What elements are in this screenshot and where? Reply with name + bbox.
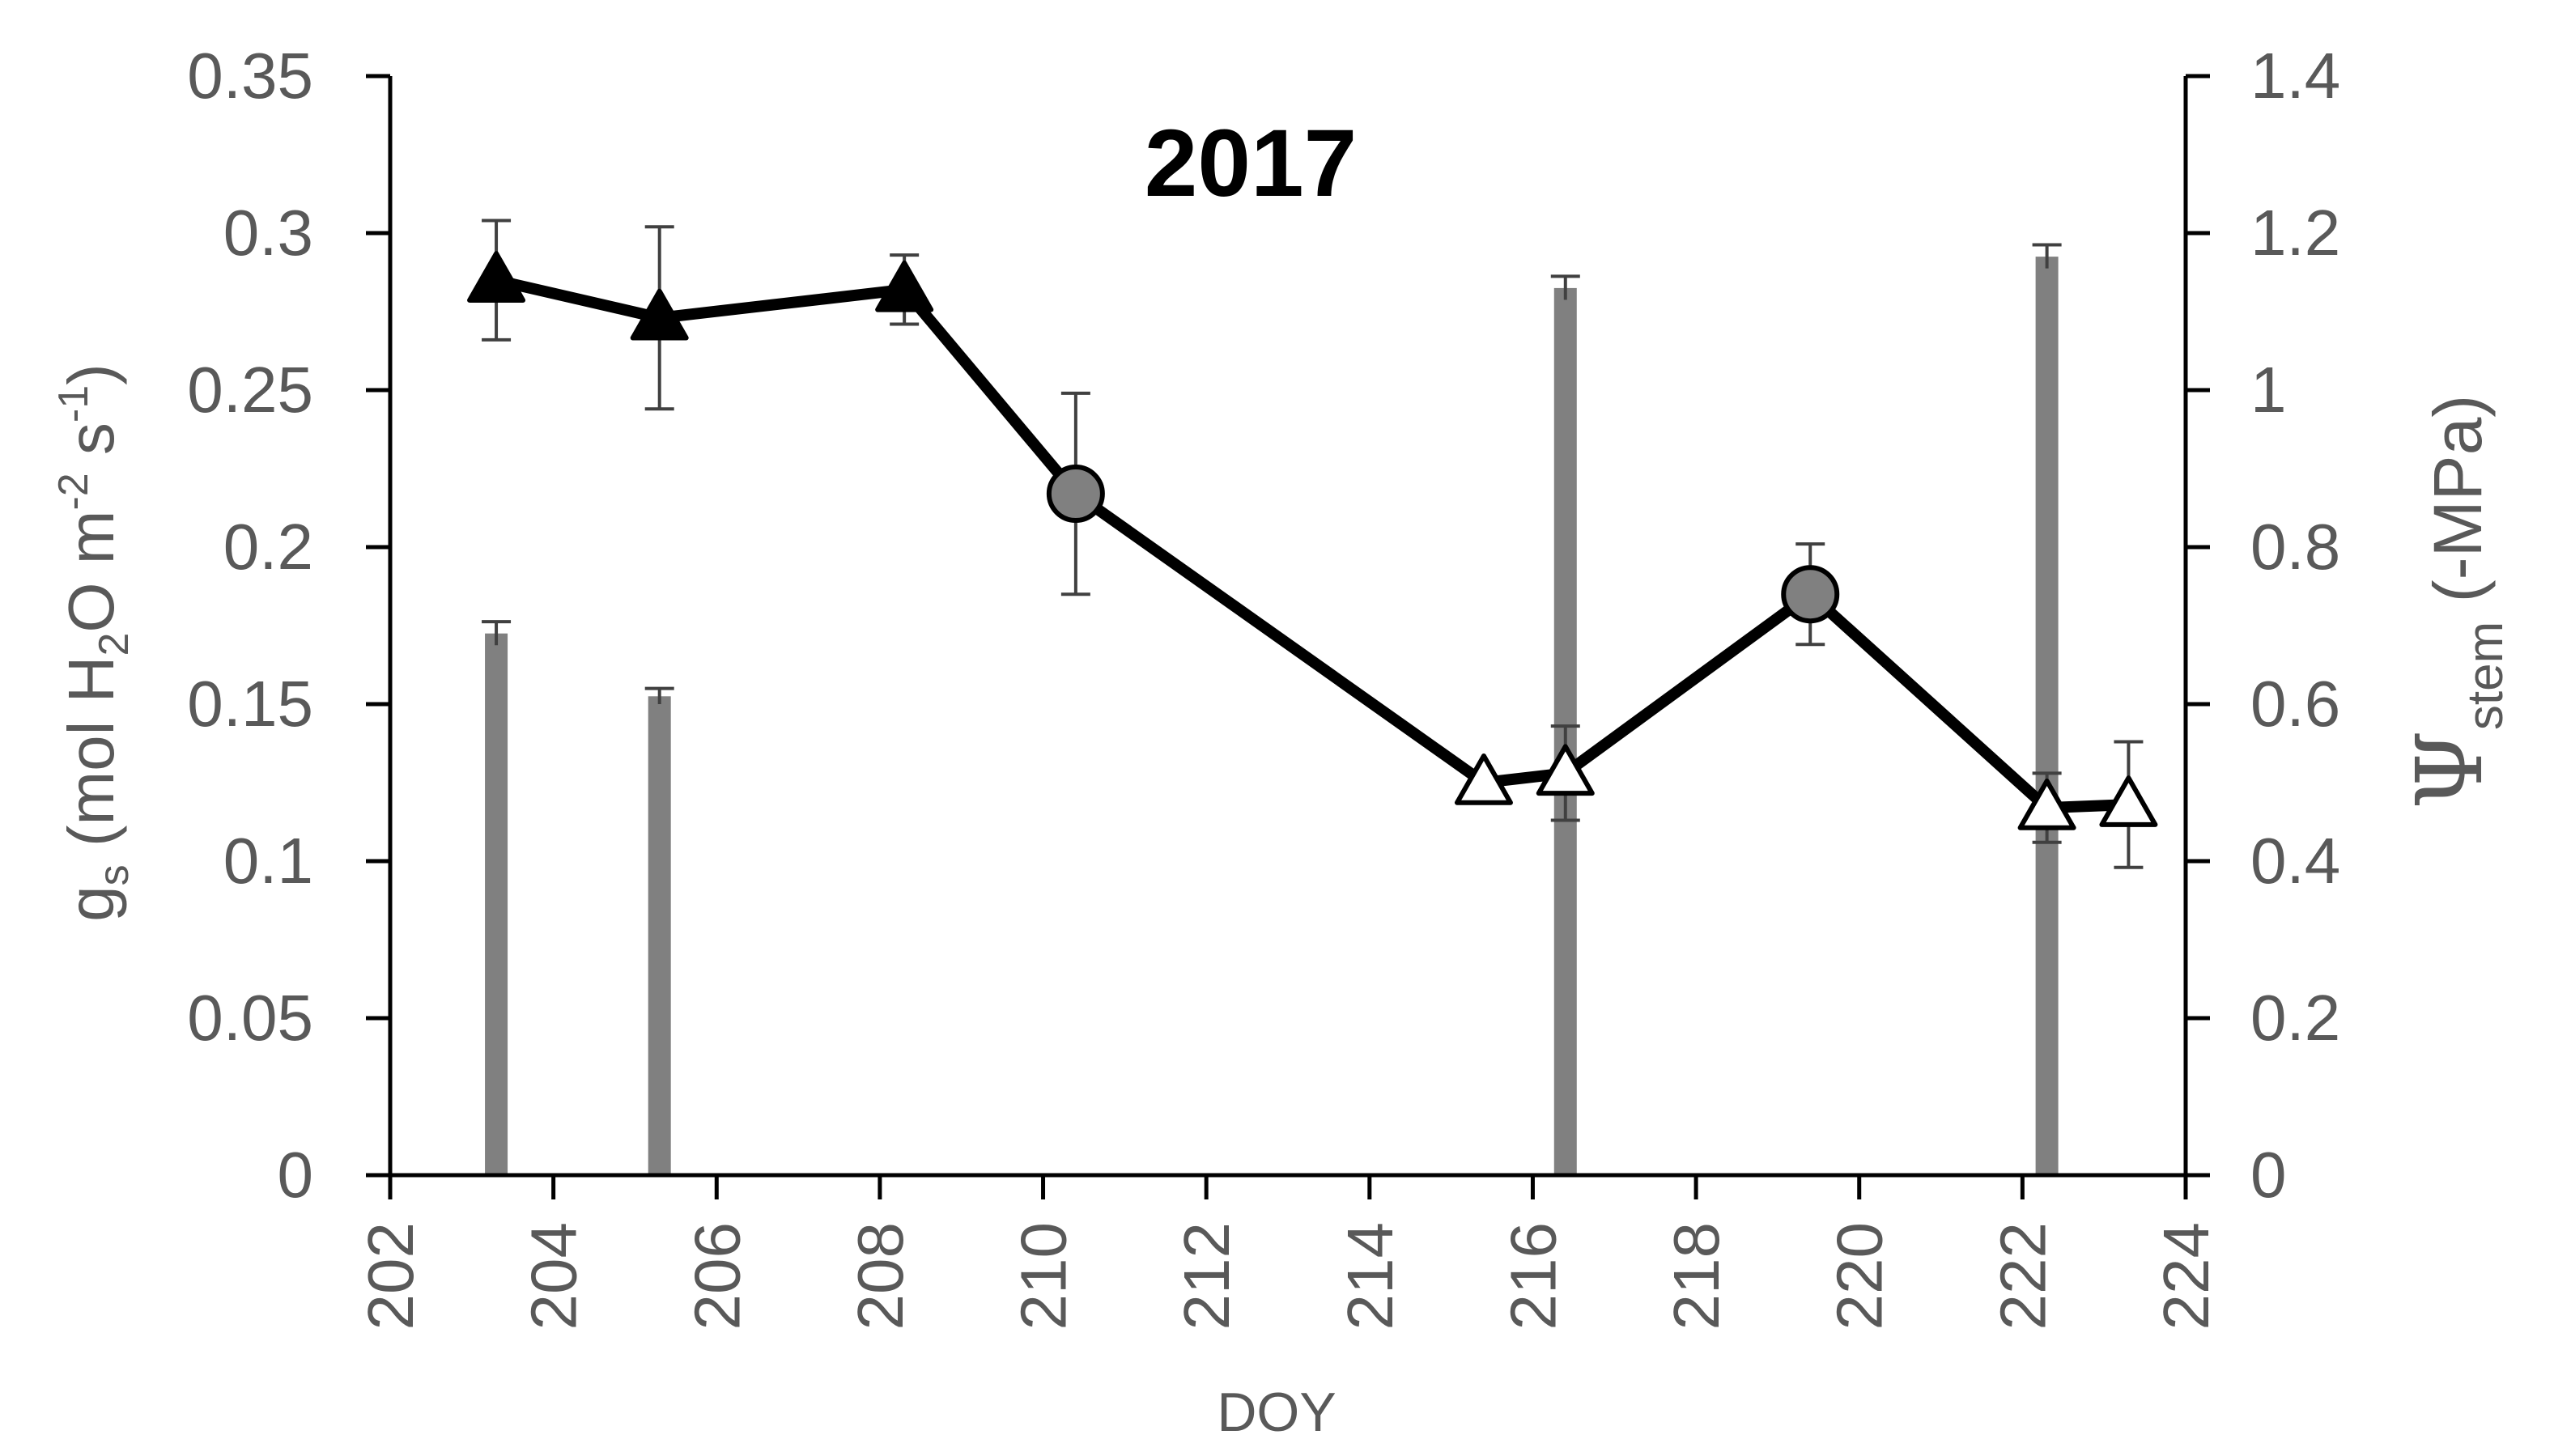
y-right-tick-label: 0 [2250,1139,2287,1211]
x-tick-label: 220 [1824,1222,1896,1330]
psi-stem-bar [648,696,671,1175]
x-tick-label: 204 [518,1222,590,1330]
gs-point-triangle [630,288,689,341]
chart-title: 2017 [1145,110,1358,217]
x-tick-label: 202 [355,1222,427,1330]
y-right-label-rest: (-MPa) [2420,395,2496,622]
x-tick-label: 216 [1497,1222,1569,1330]
psi-stem-bar [485,633,508,1175]
y-left-label-rest2: O m [55,511,127,633]
x-tick-label: 208 [844,1222,916,1330]
y-right-axis-label: Ψstem (-MPa) [2398,395,2514,810]
y-left-label-sup2: -1 [50,385,97,422]
psi-stem-bars-layer [482,243,2062,1176]
y-right-tick-label: 1 [2250,354,2287,426]
gs-point-triangle [1536,744,1595,796]
x-tick-label: 222 [1987,1222,2059,1330]
x-tick-label: 212 [1171,1222,1243,1330]
gs-line-layer [482,219,2144,869]
gs-point-triangle [875,260,934,312]
gs-point-triangle [467,251,526,303]
y-left-axis-label: gs (mol H2O m-2 s-1) [50,363,138,922]
x-tick-label: 206 [681,1222,753,1330]
axes-layer: 0 0.05 0.1 0.15 0.2 0.25 0.3 0.35 0 0.2 0.4 0.6 0.8 1… [187,40,2340,1330]
x-tick-label: 210 [1008,1222,1080,1330]
y-left-tick-label: 0 [278,1139,314,1211]
y-right-label-sub: stem [2458,622,2514,730]
y-left-label-sub2: 2 [91,633,138,656]
y-left-label-rest3: s [55,422,127,473]
y-left-label-sub: s [91,864,138,885]
y-left-tick-label: 0.05 [187,982,313,1054]
gs-point-triangle [2017,779,2076,830]
gs-point-circle [1781,565,1840,624]
psi-stem-bar [2035,257,2059,1176]
y-left-label-rest: (mol H [55,656,127,865]
y-left-tick-label: 0.35 [187,40,313,112]
y-left-tick-label: 0.2 [223,511,313,583]
gs-series-line [495,274,2129,814]
x-tick-label: 218 [1660,1222,1732,1330]
y-left-tick-label: 0.1 [223,825,313,897]
x-tick-label: 224 [2150,1222,2222,1330]
gs-point-circle [1046,465,1105,524]
y-left-label-end: ) [55,363,127,385]
y-right-tick-label: 1.4 [2250,40,2340,112]
y-left-label-sup1: -2 [50,473,97,510]
y-right-tick-label: 0.2 [2250,982,2340,1054]
gs-point-triangle [2099,775,2158,827]
y-left-tick-label: 0.15 [187,668,313,740]
y-right-tick-label: 0.4 [2250,825,2340,897]
x-tick-label: 214 [1334,1222,1406,1330]
y-right-tick-label: 1.2 [2250,197,2340,269]
x-axis-label: DOY [1217,1382,1336,1443]
y-right-label-symbol: Ψ [2398,730,2503,809]
gs-point-triangle [1454,753,1513,805]
gs-markers-layer [467,251,2158,830]
y-right-tick-label: 0.6 [2250,668,2340,740]
y-left-tick-label: 0.3 [223,197,313,269]
labels-layer: 2017 DOY gs (mol H2O m-2 s-1) Ψstem (-MP… [50,110,2514,1443]
y-left-label-main: g [55,885,127,922]
y-right-tick-label: 0.8 [2250,511,2340,583]
y-left-tick-label: 0.25 [187,354,313,426]
